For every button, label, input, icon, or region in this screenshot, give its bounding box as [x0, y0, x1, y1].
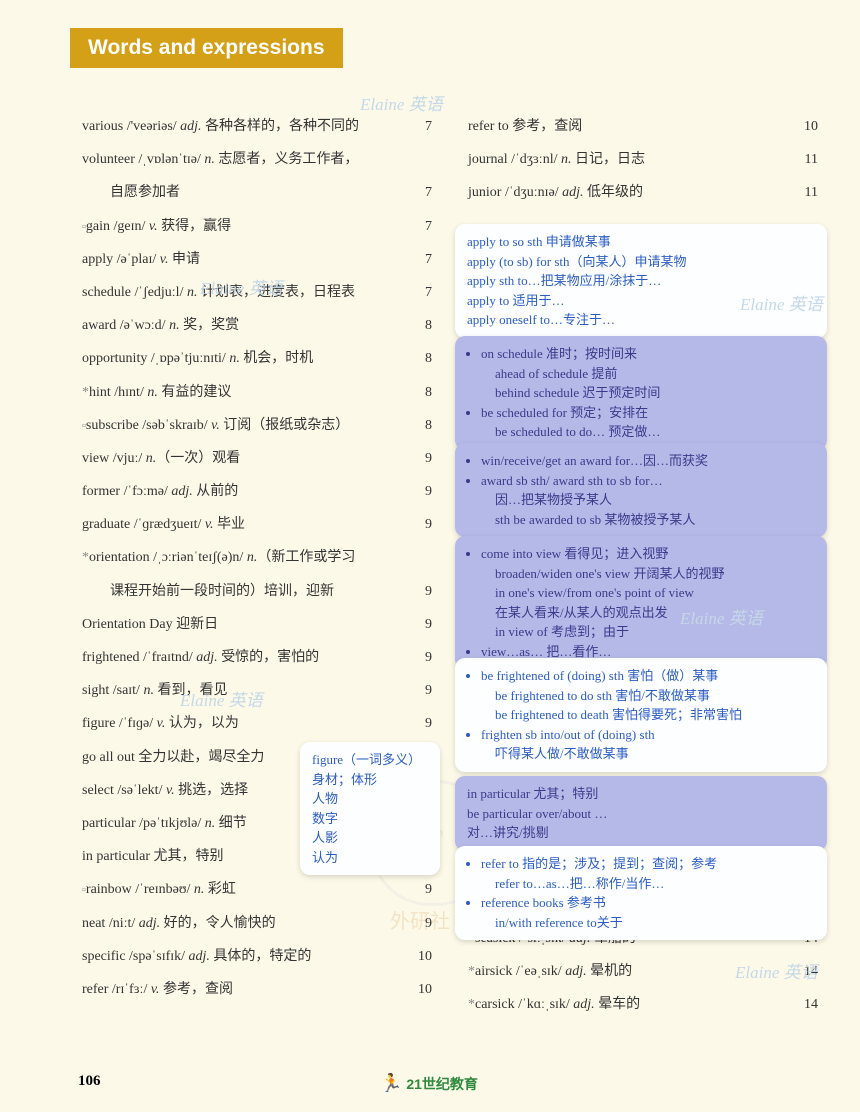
vocab-entry: junior /ˈdʒuːnɪə/ adj. 低年级的11	[468, 184, 818, 202]
annotation-note: apply to so sth 申请做某事apply (to sb) for s…	[455, 224, 827, 338]
vocab-column-right: refer to 参考，查阅10journal /ˈdʒɜːnl/ n. 日记，…	[468, 118, 818, 218]
entry-page: 10	[790, 118, 818, 136]
annotation-note: win/receive/get an award for…因…而获奖award …	[455, 443, 827, 537]
annotation-note: in particular 尤其；特别be particular over/ab…	[455, 776, 827, 851]
entry-text: orientation /ˌɔːriənˈteɪʃ(ə)n/ n.（新工作或学习	[89, 549, 404, 567]
entry-text: subscribe /səbˈskraɪb/ v. 订阅（报纸或杂志）	[86, 417, 404, 435]
entry-page: 11	[790, 151, 818, 169]
entry-text: refer to 参考，查阅	[468, 118, 790, 136]
entry-text: apply /əˈplaɪ/ v. 申请	[82, 251, 404, 269]
entry-page: 9	[404, 616, 432, 634]
entry-text: gain /geɪn/ v. 获得，赢得	[86, 218, 404, 236]
annotation-note: be frightened of (doing) sth 害怕（做）某事be f…	[455, 658, 827, 772]
vocab-entry: various /'veəriəs/ adj. 各种各样的，各种不同的7	[82, 118, 432, 136]
vocab-entry: gain /geɪn/ v. 获得，赢得7	[82, 218, 432, 236]
vocab-entry: award /əˈwɔːd/ n. 奖，奖赏8	[82, 317, 432, 335]
entry-text: neat /niːt/ adj. 好的，令人愉快的	[82, 915, 404, 933]
entry-text: airsick /ˈeəˌsɪk/ adj. 晕机的	[475, 963, 790, 981]
entry-page: 11	[790, 184, 818, 202]
entry-text: junior /ˈdʒuːnɪə/ adj. 低年级的	[468, 184, 790, 202]
vocab-entry: hint /hɪnt/ n. 有益的建议8	[82, 384, 432, 402]
entry-text: rainbow /ˈreɪnbəʊ/ n. 彩虹	[86, 881, 404, 899]
annotation-note: refer to 指的是；涉及；提到；查阅；参考refer to…as…把…称作…	[455, 846, 827, 940]
vocab-entry: frightened /ˈfraɪtnd/ adj. 受惊的，害怕的9	[82, 649, 432, 667]
entry-text: sight /saɪt/ n. 看到，看见	[82, 682, 404, 700]
entry-text: view /vjuː/ n.（一次）观看	[82, 450, 404, 468]
entry-page: 9	[404, 483, 432, 501]
vocab-entry: schedule /ˈʃedjuːl/ n. 计划表，进度表，日程表7	[82, 284, 432, 302]
section-header: Words and expressions	[70, 28, 343, 68]
page-number: 106	[78, 1073, 101, 1090]
entry-page: 8	[404, 350, 432, 368]
entry-text: graduate /ˈɡrædʒueɪt/ v. 毕业	[82, 516, 404, 534]
entry-page: 8	[404, 317, 432, 335]
entry-text: refer /rɪˈfɜː/ v. 参考，查阅	[82, 981, 404, 999]
vocab-entry: view /vjuː/ n.（一次）观看9	[82, 450, 432, 468]
entry-text: hint /hɪnt/ n. 有益的建议	[89, 384, 404, 402]
textbook-page: Words and expressions F 外研社 various /'ve…	[0, 0, 860, 1112]
entry-page: 7	[404, 218, 432, 236]
entry-page: 9	[404, 915, 432, 933]
vocab-entry: 自愿参加者7	[82, 184, 432, 202]
vocab-entry: opportunity /ˌɒpəˈtjuːnɪti/ n. 机会，时机8	[82, 350, 432, 368]
entry-text: 课程开始前一段时间的）培训，迎新	[82, 583, 404, 601]
vocab-entry: graduate /ˈɡrædʒueɪt/ v. 毕业9	[82, 516, 432, 534]
entry-text: opportunity /ˌɒpəˈtjuːnɪti/ n. 机会，时机	[82, 350, 404, 368]
vocab-entry: journal /ˈdʒɜːnl/ n. 日记，日志11	[468, 151, 818, 169]
vocab-entry: rainbow /ˈreɪnbəʊ/ n. 彩虹9	[82, 881, 432, 899]
vocab-entry: subscribe /səbˈskraɪb/ v. 订阅（报纸或杂志）8	[82, 417, 432, 435]
vocab-entry: refer to 参考，查阅10	[468, 118, 818, 136]
entry-text: award /əˈwɔːd/ n. 奖，奖赏	[82, 317, 404, 335]
entry-text: frightened /ˈfraɪtnd/ adj. 受惊的，害怕的	[82, 649, 404, 667]
entry-page: 9	[404, 881, 432, 899]
footer-logo: 🏃 21世纪教育	[380, 1073, 478, 1094]
vocab-entry: figure /ˈfɪɡə/ v. 认为，以为9	[82, 715, 432, 733]
vocab-entry: sight /saɪt/ n. 看到，看见9	[82, 682, 432, 700]
entry-page: 7	[404, 251, 432, 269]
entry-text: carsick /ˈkɑːˌsɪk/ adj. 晕车的	[475, 996, 790, 1014]
vocab-column-right-bottom: seasick /ˈsiːˌsɪk/ adj. 晕船的14airsick /ˈe…	[468, 930, 818, 1030]
entry-text: volunteer /ˌvɒlənˈtɪə/ n. 志愿者，义务工作者，	[82, 151, 404, 169]
watermark-text: Elaine 英语	[360, 90, 443, 115]
entry-page: 9	[404, 715, 432, 733]
vocab-entry: airsick /ˈeəˌsɪk/ adj. 晕机的14	[468, 963, 818, 981]
vocab-entry: carsick /ˈkɑːˌsɪk/ adj. 晕车的14	[468, 996, 818, 1014]
entry-text: 自愿参加者	[82, 184, 404, 202]
vocab-entry: 课程开始前一段时间的）培训，迎新9	[82, 583, 432, 601]
entry-text: various /'veəriəs/ adj. 各种各样的，各种不同的	[82, 118, 404, 136]
entry-page: 10	[404, 981, 432, 999]
entry-page: 9	[404, 649, 432, 667]
entry-page: 7	[404, 184, 432, 202]
vocab-entry: neat /niːt/ adj. 好的，令人愉快的9	[82, 915, 432, 933]
entry-page: 8	[404, 417, 432, 435]
entry-page: 9	[404, 682, 432, 700]
entry-text: journal /ˈdʒɜːnl/ n. 日记，日志	[468, 151, 790, 169]
vocab-entry: specific /spəˈsɪfɪk/ adj. 具体的，特定的10	[82, 948, 432, 966]
vocab-entry: Orientation Day 迎新日9	[82, 616, 432, 634]
annotation-note: on schedule 准时；按时间来ahead of schedule 提前b…	[455, 336, 827, 450]
vocab-entry: apply /əˈplaɪ/ v. 申请7	[82, 251, 432, 269]
entry-page: 7	[404, 118, 432, 136]
entry-page: 8	[404, 384, 432, 402]
entry-page: 9	[404, 516, 432, 534]
entry-text: former /ˈfɔːmə/ adj. 从前的	[82, 483, 404, 501]
entry-page: 7	[404, 284, 432, 302]
entry-page: 14	[790, 963, 818, 981]
entry-text: figure /ˈfɪɡə/ v. 认为，以为	[82, 715, 404, 733]
vocab-entry: orientation /ˌɔːriənˈteɪʃ(ə)n/ n.（新工作或学习	[82, 549, 432, 567]
entry-page: 10	[404, 948, 432, 966]
vocab-entry: volunteer /ˌvɒlənˈtɪə/ n. 志愿者，义务工作者，	[82, 151, 432, 169]
entry-text: specific /spəˈsɪfɪk/ adj. 具体的，特定的	[82, 948, 404, 966]
annotation-note: figure（一词多义）身材；体形人物数字人影认为	[300, 742, 440, 875]
vocab-column-left: various /'veəriəs/ adj. 各种各样的，各种不同的7volu…	[82, 118, 432, 1014]
annotation-note: come into view 看得见；进入视野broaden/widen one…	[455, 536, 827, 669]
vocab-entry: former /ˈfɔːmə/ adj. 从前的9	[82, 483, 432, 501]
entry-page: 14	[790, 996, 818, 1014]
entry-text: Orientation Day 迎新日	[82, 616, 404, 634]
entry-page: 9	[404, 450, 432, 468]
entry-page: 9	[404, 583, 432, 601]
vocab-entry: refer /rɪˈfɜː/ v. 参考，查阅10	[82, 981, 432, 999]
entry-text: schedule /ˈʃedjuːl/ n. 计划表，进度表，日程表	[82, 284, 404, 302]
